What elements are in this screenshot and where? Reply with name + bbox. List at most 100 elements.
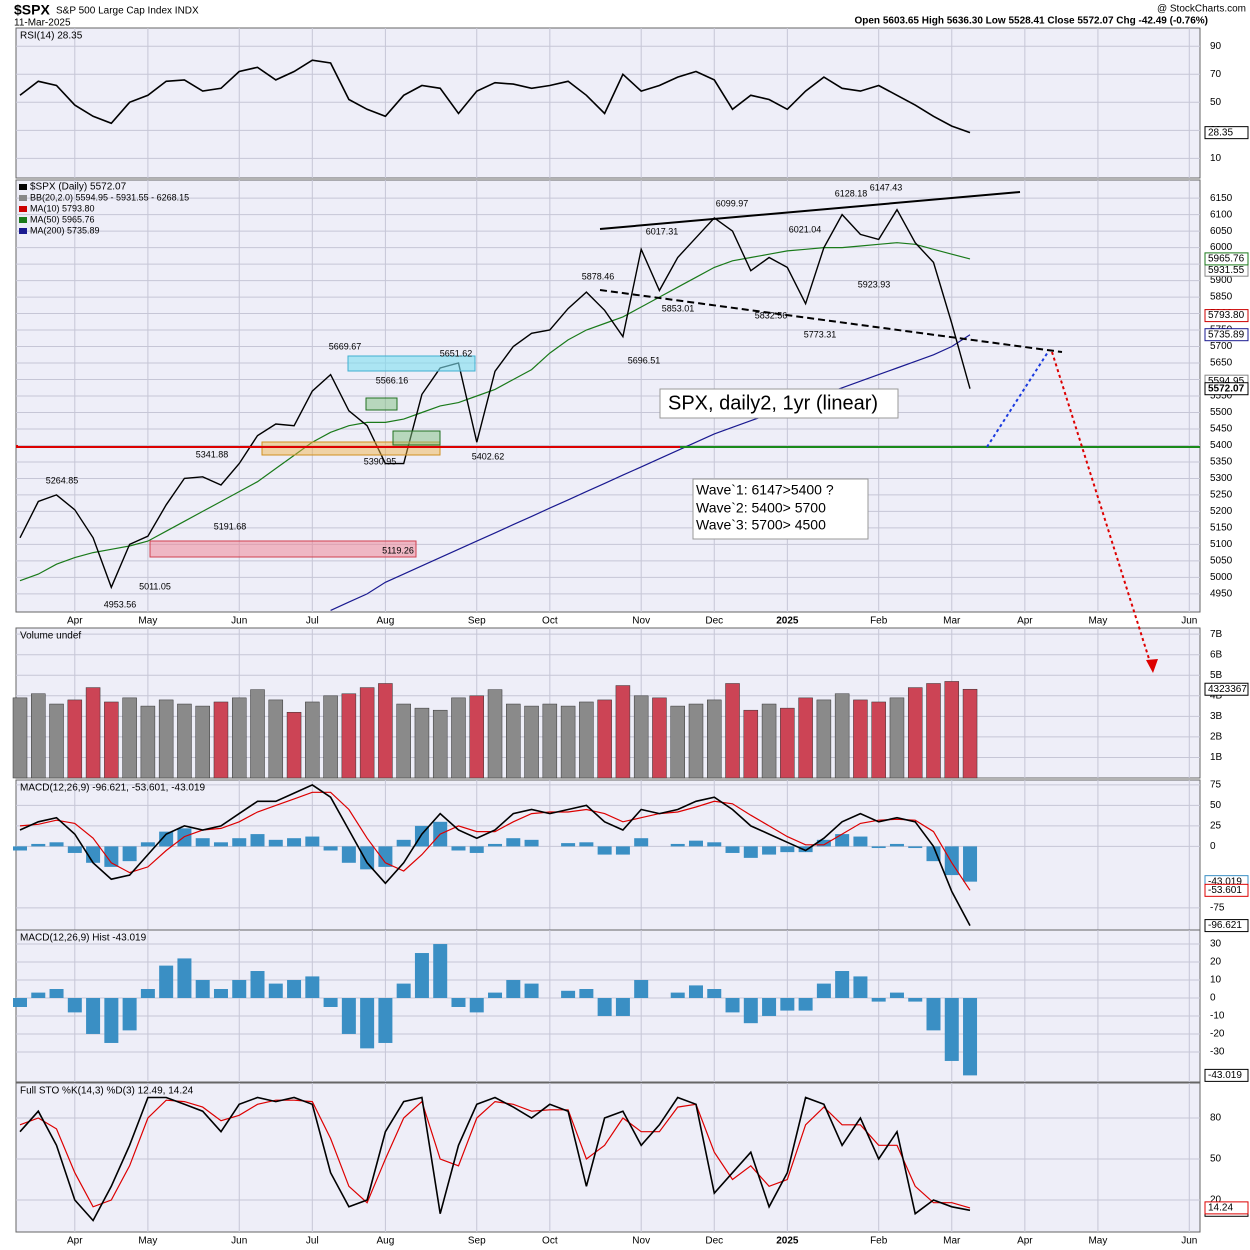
bar [633, 695, 649, 779]
peak-label: 5878.46 [582, 271, 615, 281]
y-tick-label: 5050 [1210, 556, 1233, 567]
x-tick-label: 2025 [776, 1236, 799, 1247]
bar [31, 992, 46, 998]
bar [195, 705, 210, 779]
source: @ StockCharts.com [1157, 4, 1246, 15]
bar [49, 842, 64, 847]
bar [670, 705, 685, 779]
bar [506, 703, 521, 779]
zone-box [392, 430, 441, 446]
legend-swatch [19, 228, 27, 234]
bar [524, 983, 539, 998]
bar [688, 703, 704, 779]
value-box [1204, 682, 1249, 696]
bar [195, 838, 210, 847]
bar [561, 843, 576, 847]
y-tick-label: 5650 [1210, 358, 1233, 369]
trend-line [599, 289, 1063, 353]
y-tick-label: 70 [1210, 69, 1222, 80]
bar [433, 944, 448, 998]
value-label: 28.35 [1208, 127, 1233, 138]
x-tick-label: Oct [542, 1236, 558, 1247]
bar [688, 985, 703, 998]
bar [213, 701, 229, 779]
overlay: SPX, daily2, 1yr (linear) Wave`1: 6147>5… [14, 2, 1249, 1217]
panel-title: MACD(12,26,9) -96.621, -53.601, -43.019 [20, 783, 206, 794]
bar [396, 703, 411, 779]
peak-label: 5390.95 [364, 456, 397, 466]
bar [871, 846, 886, 849]
zone-box [347, 355, 476, 372]
bar [268, 839, 283, 847]
x-tick-label: May [1088, 616, 1107, 627]
y-tick-label: 50 [1210, 1154, 1222, 1165]
bar [615, 846, 630, 855]
series-line [19, 242, 971, 582]
peak-label: 5011.05 [139, 581, 171, 591]
y-tick-label: 5350 [1210, 457, 1233, 468]
peak-label: 6017.31 [646, 226, 679, 236]
y-tick-label: 75 [1210, 780, 1222, 791]
bar [798, 997, 813, 1011]
bar [707, 989, 722, 998]
bar [341, 997, 356, 1034]
bar [579, 842, 594, 847]
bar [268, 699, 284, 779]
y-tick-label: 6050 [1210, 226, 1233, 237]
bar [944, 997, 959, 1061]
value-label: 5735.89 [1208, 329, 1245, 340]
bar [560, 705, 576, 779]
bar [853, 976, 868, 998]
bar [926, 846, 941, 862]
bar [506, 838, 521, 847]
bar [615, 997, 630, 1016]
value-label: 5965.76 [1208, 254, 1245, 265]
bar [122, 846, 137, 862]
value-label: -43.019 [1208, 1070, 1242, 1081]
bar [853, 836, 868, 847]
bar [634, 838, 649, 847]
value-box [1204, 883, 1249, 897]
y-tick-label: -10 [1210, 1011, 1225, 1022]
value-label: -43.019 [1208, 876, 1242, 887]
panel-title: MACD(12,26,9) Hist -43.019 [20, 933, 147, 944]
bar [469, 695, 484, 779]
y-tick-label: 1B [1210, 752, 1223, 763]
bar [287, 838, 302, 847]
peak-label: 5191.68 [214, 521, 247, 531]
y-tick-label: 5000 [1210, 572, 1233, 583]
y-tick-label: 10 [1210, 153, 1222, 164]
x-tick-label: Nov [632, 1236, 650, 1247]
peak-label: 5264.85 [46, 475, 79, 485]
bar [670, 843, 685, 847]
trend-line [599, 191, 1021, 230]
x-tick-label: 2025 [776, 616, 799, 627]
bar [268, 983, 283, 998]
bar [360, 846, 375, 870]
value-label: 5572.07 [1208, 383, 1245, 394]
x-tick-label: Sep [468, 616, 486, 627]
value-box [1204, 252, 1249, 266]
value-box [1204, 1201, 1249, 1215]
x-tick-label: Oct [542, 616, 558, 627]
x-tick-label: Sep [468, 1236, 486, 1247]
legend-label: BB(20,2.0) 5594.95 - 5931.55 - 6268.15 [30, 192, 189, 202]
legend-label: $SPX (Daily) 5572.07 [30, 182, 127, 193]
x-tick-label: Jun [231, 1236, 247, 1247]
value-label: 5931.55 [1208, 265, 1245, 276]
peak-label: 6021.04 [789, 224, 822, 234]
legend-swatch [19, 206, 27, 212]
bar [159, 831, 174, 847]
bar [889, 992, 904, 998]
y-tick-label: 5850 [1210, 292, 1233, 303]
bar [725, 846, 740, 853]
bar [432, 709, 448, 779]
bar [816, 983, 831, 998]
bar [944, 681, 960, 779]
series-line [19, 59, 971, 134]
legend-swatch [19, 195, 27, 201]
value-box [1204, 126, 1249, 140]
y-tick-label: 20 [1210, 957, 1222, 968]
bar [86, 997, 101, 1034]
bar [926, 997, 941, 1031]
